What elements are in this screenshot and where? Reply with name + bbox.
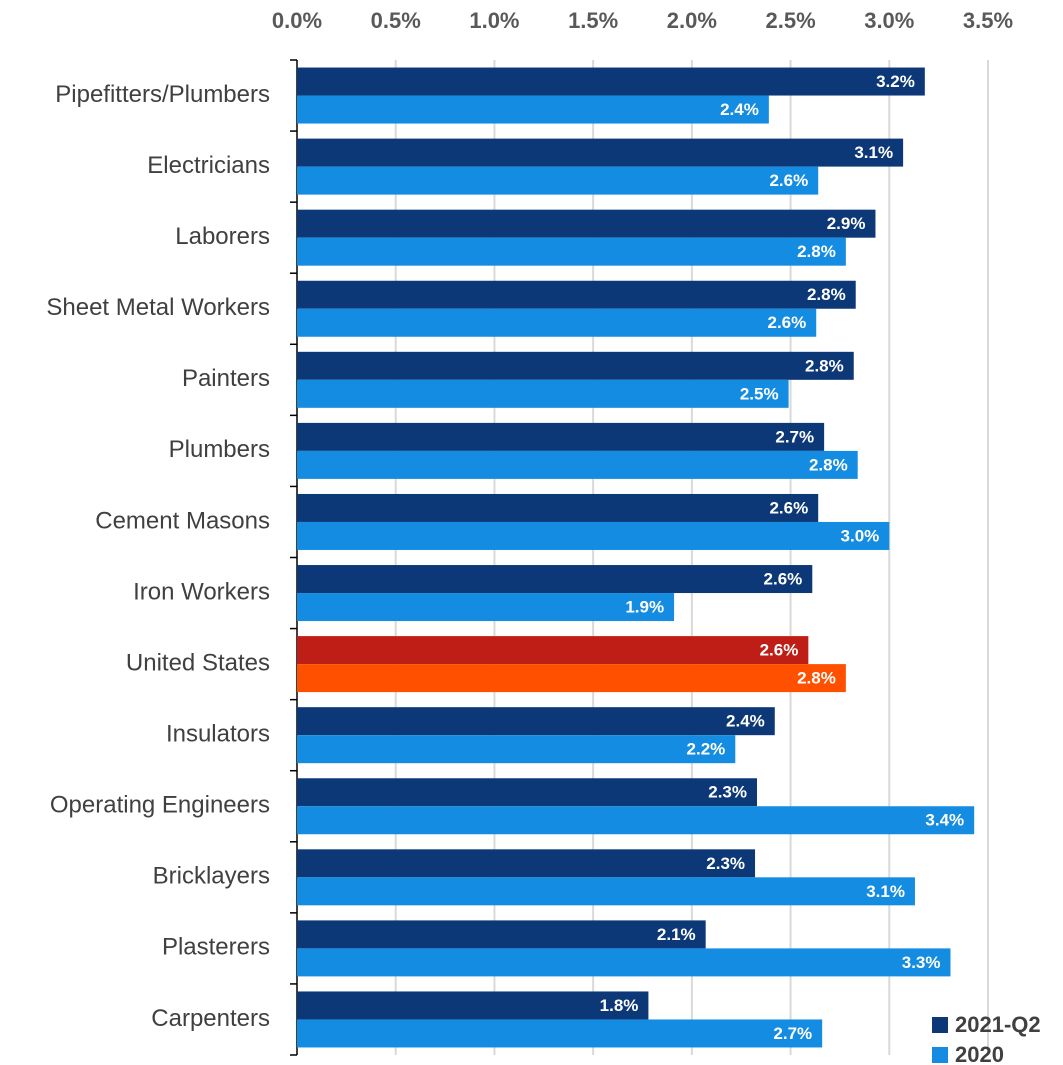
value-label: 2.6% xyxy=(769,171,808,190)
value-label: 2.8% xyxy=(797,669,836,688)
bar xyxy=(297,849,756,878)
value-label: 2.4% xyxy=(726,712,765,731)
bar xyxy=(297,778,758,807)
x-tick-label: 0.5% xyxy=(371,8,421,33)
bar xyxy=(297,877,915,906)
bar xyxy=(297,351,854,380)
bar xyxy=(297,237,846,266)
value-label: 2.6% xyxy=(769,498,808,517)
bar xyxy=(297,422,825,451)
bar xyxy=(297,707,775,736)
bar xyxy=(297,166,819,195)
bar xyxy=(297,735,736,764)
legend-swatch xyxy=(932,1017,948,1033)
bar xyxy=(297,450,858,479)
bar xyxy=(297,521,890,550)
value-label: 1.9% xyxy=(625,598,664,617)
bar xyxy=(297,308,817,337)
x-tick-label: 0.0% xyxy=(272,8,322,33)
value-label: 2.3% xyxy=(706,854,745,873)
value-label: 3.1% xyxy=(866,882,905,901)
x-tick-label: 2.5% xyxy=(765,8,815,33)
bar xyxy=(297,565,813,594)
bar xyxy=(297,280,856,309)
x-tick-label: 3.0% xyxy=(864,8,914,33)
category-label: Iron Workers xyxy=(133,578,270,605)
category-label: Cement Masons xyxy=(95,507,270,534)
category-label: Bricklayers xyxy=(153,863,270,890)
value-label: 2.6% xyxy=(760,641,799,660)
bar xyxy=(297,920,706,949)
category-label: Operating Engineers xyxy=(50,792,270,819)
value-label: 2.9% xyxy=(827,214,866,233)
legend-label: 2020 xyxy=(955,1042,1004,1065)
category-label: Pipefitters/Plumbers xyxy=(55,81,270,108)
bar xyxy=(297,806,975,835)
bar xyxy=(297,379,789,408)
bar xyxy=(297,95,769,124)
value-label: 2.4% xyxy=(720,100,759,119)
category-label: Electricians xyxy=(147,152,270,179)
value-label: 2.8% xyxy=(797,242,836,261)
value-label: 2.7% xyxy=(773,1024,812,1043)
category-label: Carpenters xyxy=(151,1005,270,1032)
bar xyxy=(297,593,675,622)
value-label: 3.2% xyxy=(876,72,915,91)
value-label: 2.5% xyxy=(740,384,779,403)
value-label: 1.8% xyxy=(600,996,639,1015)
category-label: Laborers xyxy=(175,223,270,250)
bar xyxy=(297,664,846,693)
x-tick-label: 1.5% xyxy=(568,8,618,33)
bar xyxy=(297,948,951,977)
x-tick-label: 1.0% xyxy=(469,8,519,33)
category-label: Painters xyxy=(182,365,270,392)
legend-label: 2021-Q2 xyxy=(955,1012,1041,1037)
x-tick-label: 2.0% xyxy=(667,8,717,33)
category-label: Sheet Metal Workers xyxy=(46,294,270,321)
bar xyxy=(297,493,819,522)
value-label: 2.3% xyxy=(708,783,747,802)
value-label: 3.1% xyxy=(854,143,893,162)
bar xyxy=(297,138,904,167)
bar xyxy=(297,636,809,665)
bar xyxy=(297,209,876,238)
value-label: 2.7% xyxy=(775,427,814,446)
value-label: 2.6% xyxy=(767,313,806,332)
value-label: 3.4% xyxy=(925,811,964,830)
value-label: 2.8% xyxy=(805,356,844,375)
category-label: Plumbers xyxy=(169,436,270,463)
category-label: United States xyxy=(126,649,270,676)
bar xyxy=(297,991,649,1020)
bar xyxy=(297,1019,823,1048)
category-label: Plasterers xyxy=(162,934,270,961)
category-label: Insulators xyxy=(166,721,270,748)
value-label: 2.8% xyxy=(807,285,846,304)
x-tick-label: 3.5% xyxy=(963,8,1013,33)
value-label: 3.0% xyxy=(841,526,880,545)
value-label: 3.3% xyxy=(902,953,941,972)
value-label: 2.6% xyxy=(764,570,803,589)
value-label: 2.8% xyxy=(809,455,848,474)
value-label: 2.2% xyxy=(687,740,726,759)
legend-swatch xyxy=(932,1047,948,1063)
bar xyxy=(297,67,925,96)
value-label: 2.1% xyxy=(657,925,696,944)
